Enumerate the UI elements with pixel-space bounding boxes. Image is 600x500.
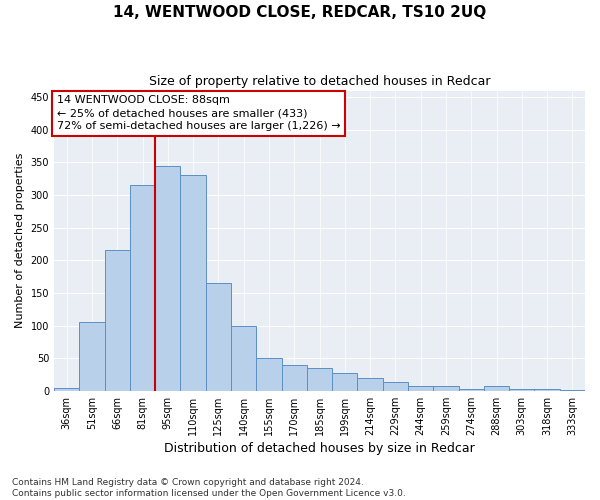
Bar	[307, 368, 332, 391]
Bar	[79, 322, 104, 391]
Bar	[332, 372, 358, 391]
Bar	[458, 389, 484, 391]
Bar	[231, 326, 256, 391]
Bar	[383, 382, 408, 391]
Bar	[560, 390, 585, 391]
Bar	[130, 185, 155, 391]
Title: Size of property relative to detached houses in Redcar: Size of property relative to detached ho…	[149, 75, 490, 88]
Bar	[104, 250, 130, 391]
Bar	[433, 386, 458, 391]
Y-axis label: Number of detached properties: Number of detached properties	[15, 153, 25, 328]
Bar	[281, 364, 307, 391]
Bar	[181, 176, 206, 391]
Text: Contains HM Land Registry data © Crown copyright and database right 2024.
Contai: Contains HM Land Registry data © Crown c…	[12, 478, 406, 498]
Bar	[509, 389, 535, 391]
Text: 14 WENTWOOD CLOSE: 88sqm
← 25% of detached houses are smaller (433)
72% of semi-: 14 WENTWOOD CLOSE: 88sqm ← 25% of detach…	[56, 95, 340, 132]
Bar	[256, 358, 281, 391]
Bar	[155, 166, 181, 391]
Bar	[206, 283, 231, 391]
Bar	[54, 388, 79, 391]
Bar	[408, 386, 433, 391]
Bar	[535, 389, 560, 391]
Text: 14, WENTWOOD CLOSE, REDCAR, TS10 2UQ: 14, WENTWOOD CLOSE, REDCAR, TS10 2UQ	[113, 5, 487, 20]
X-axis label: Distribution of detached houses by size in Redcar: Distribution of detached houses by size …	[164, 442, 475, 455]
Bar	[358, 378, 383, 391]
Bar	[484, 386, 509, 391]
